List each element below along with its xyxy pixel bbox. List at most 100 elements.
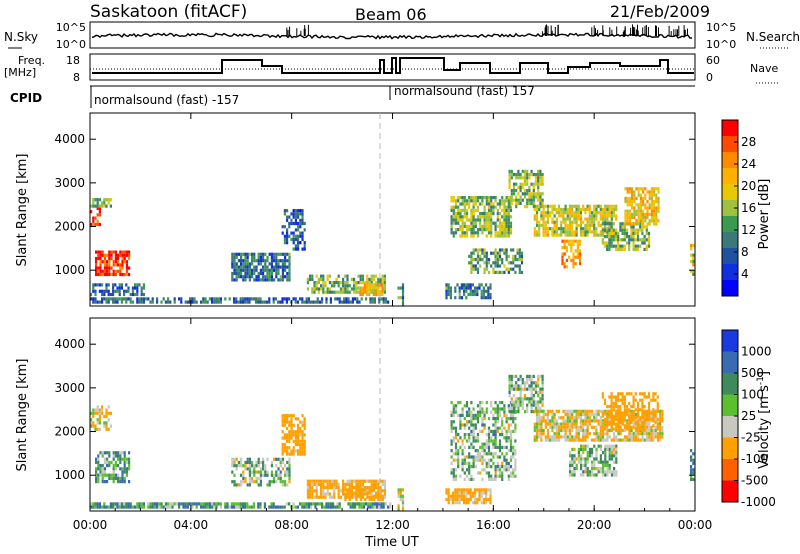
heatmap-cell <box>628 212 631 216</box>
heatmap-cell <box>299 452 302 456</box>
heatmap-cell <box>101 250 104 254</box>
heatmap-cell <box>108 256 111 261</box>
heatmap-cell <box>317 277 320 281</box>
heatmap-cell <box>472 196 475 200</box>
heatmap-cell <box>461 458 464 462</box>
heatmap-cell <box>606 428 609 433</box>
heatmap-cell <box>533 438 536 442</box>
heatmap-cell <box>519 403 522 407</box>
heatmap-cell <box>160 505 163 509</box>
heatmap-cell <box>546 435 550 439</box>
heatmap-cell <box>526 182 529 186</box>
heatmap-cell <box>244 464 247 468</box>
heatmap-cell <box>608 444 611 448</box>
heatmap-cell <box>541 394 544 398</box>
heatmap-cell <box>526 387 529 391</box>
heatmap-cell <box>224 297 227 301</box>
heatmap-cell <box>359 488 362 492</box>
heatmap-cell <box>632 405 635 409</box>
heatmap-cell <box>251 480 254 484</box>
heatmap-cell <box>372 289 375 293</box>
heatmap-cell <box>628 247 631 251</box>
heatmap-cell <box>599 409 602 413</box>
heatmap-cell <box>597 470 600 474</box>
heatmap-cell <box>483 458 486 462</box>
heatmap-cell <box>597 419 600 423</box>
heatmap-cell <box>509 413 513 417</box>
heatmap-cell <box>619 421 622 425</box>
heatmap-cell <box>612 414 615 418</box>
heatmap-cell <box>584 460 587 464</box>
heatmap-cell <box>105 286 108 290</box>
heatmap-cell <box>645 238 648 242</box>
heatmap-cell <box>370 486 373 490</box>
heatmap-cell <box>380 297 383 301</box>
heatmap-cell <box>579 428 583 433</box>
heatmap-cell <box>639 209 642 213</box>
heatmap-cell <box>579 262 582 266</box>
heatmap-cell <box>485 218 488 222</box>
heatmap-cell <box>588 230 591 234</box>
heatmap-cell <box>632 438 635 442</box>
heatmap-cell <box>381 286 384 290</box>
heatmap-cell <box>454 458 458 462</box>
heatmap-cell <box>690 458 693 462</box>
heatmap-cell <box>601 432 605 436</box>
heatmap-cell <box>301 297 304 301</box>
heatmap-cell <box>108 451 111 455</box>
heatmap-cell <box>96 283 99 287</box>
heatmap-cell <box>509 205 513 209</box>
heatmap-cell <box>641 438 644 442</box>
heatmap-cell <box>612 204 616 208</box>
heatmap-cell <box>586 428 589 433</box>
heatmap-cell <box>470 224 473 228</box>
heatmap-cell <box>322 277 325 281</box>
heatmap-cell <box>608 467 611 471</box>
heatmap-cell <box>588 227 591 231</box>
heatmap-cell <box>483 254 486 258</box>
heatmap-cell <box>617 428 620 433</box>
heatmap-cell <box>507 439 510 443</box>
heatmap-cell <box>244 262 247 266</box>
heatmap-cell <box>593 227 596 231</box>
heatmap-cell <box>571 409 574 413</box>
heatmap-cell <box>624 216 627 220</box>
heatmap-cell <box>112 250 115 254</box>
heatmap-cell <box>470 465 473 469</box>
heatmap-cell <box>309 479 312 483</box>
heatmap-cell <box>507 468 510 472</box>
nave-tick-bottom: 0 <box>706 71 713 84</box>
heatmap-cell <box>259 473 262 477</box>
heatmap-cell <box>452 410 455 414</box>
heatmap-cell <box>164 505 167 509</box>
heatmap-cell <box>476 228 480 232</box>
heatmap-cell <box>604 217 607 221</box>
heatmap-cell <box>106 272 109 277</box>
heatmap-cell <box>566 211 569 215</box>
heatmap-cell <box>571 230 574 234</box>
heatmap-cell <box>472 436 475 440</box>
heatmap-cell <box>339 290 342 294</box>
heatmap-cell <box>94 289 97 293</box>
heatmap-cell <box>561 258 564 262</box>
heatmap-cell <box>251 252 254 256</box>
heatmap-cell <box>96 198 99 202</box>
heatmap-cell <box>584 230 587 234</box>
heatmap-cell <box>494 429 497 433</box>
heatmap-cell <box>259 268 262 272</box>
heatmap-cell <box>476 258 480 262</box>
heatmap-cell <box>628 235 631 239</box>
heatmap-cell <box>459 417 462 421</box>
heatmap-cell <box>610 392 613 396</box>
heatmap-cell <box>557 204 561 208</box>
heatmap-cell <box>498 413 502 417</box>
heatmap-cell <box>382 297 385 301</box>
heatmap-cell <box>553 230 556 234</box>
heatmap-cell <box>650 438 653 442</box>
heatmap-cell <box>595 227 598 231</box>
heatmap-cell <box>485 442 488 446</box>
heatmap-cell <box>472 234 475 238</box>
heatmap-cell <box>99 470 102 474</box>
heatmap-cell <box>485 264 488 268</box>
heatmap-cell <box>626 196 629 200</box>
